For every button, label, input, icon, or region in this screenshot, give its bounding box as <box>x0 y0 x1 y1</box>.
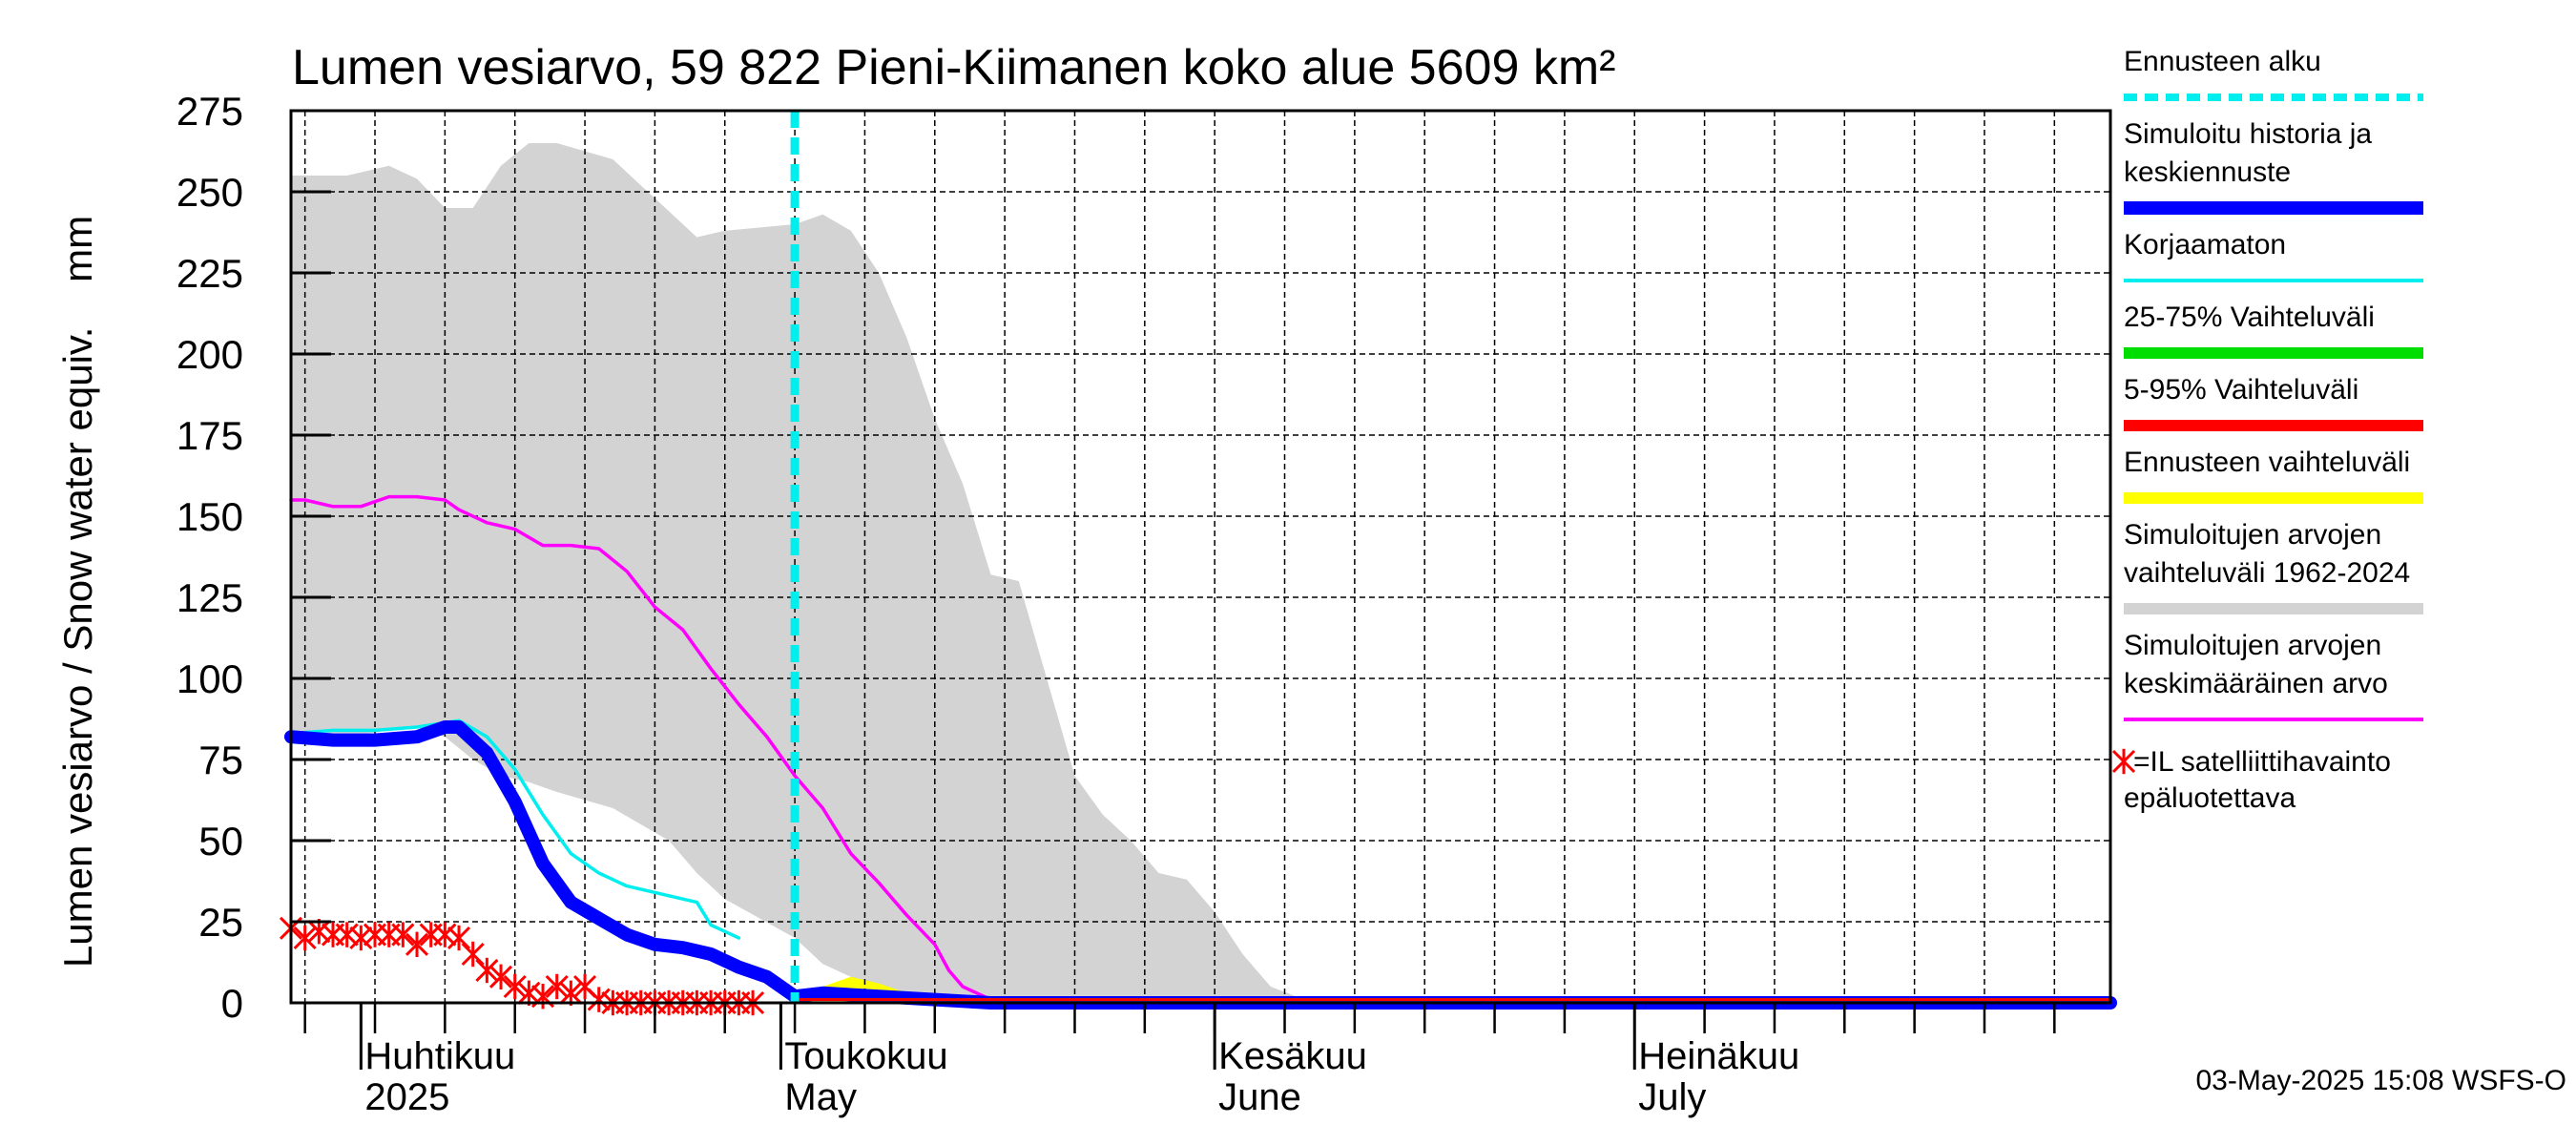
y-tick-label: 100 <box>177 656 243 701</box>
marker-point <box>321 922 345 947</box>
y-tick-label: 250 <box>177 170 243 215</box>
y-tick-label: 50 <box>198 819 243 864</box>
chart-title: Lumen vesiarvo, 59 822 Pieni-Kiimanen ko… <box>292 40 1615 95</box>
legend-item-4: 5-95% Vaihteluväli <box>2124 374 2423 431</box>
legend-label: 25-75% Vaihteluväli <box>2124 302 2375 333</box>
marker-point <box>461 941 485 968</box>
marker-point <box>447 925 471 951</box>
band-0 <box>291 143 2110 1003</box>
legend-item-8: =IL satelliittihavainto epäluotettava <box>2111 746 2391 814</box>
legend-item-7: Simuloitujen arvojen keskimääräinen arvo <box>2124 630 2423 721</box>
marker-point <box>488 964 513 989</box>
legend-item-6: Simuloitujen arvojen vaihteluväli 1962-20… <box>2124 519 2423 614</box>
y-tick-label: 25 <box>198 900 243 945</box>
legend-label: keskiennuste <box>2124 156 2291 188</box>
y-tick-label: 175 <box>177 413 243 458</box>
band-layer <box>291 143 2110 1003</box>
legend-layer: Ennusteen alku Simuloitu historia ja keski… <box>2111 46 2423 814</box>
legend-label: =IL satelliittihavainto <box>2133 746 2391 778</box>
legend-label: Simuloitujen arvojen <box>2124 630 2381 661</box>
legend-label: Simuloitujen arvojen <box>2124 519 2381 551</box>
footer-timestamp: 03-May-2025 15:08 WSFS-O <box>2196 1065 2567 1096</box>
marker-point <box>349 925 373 951</box>
marker-point <box>503 973 527 1000</box>
y-tick-label: 225 <box>177 251 243 296</box>
marker-point <box>530 984 555 1010</box>
axes-layer: 0 25 50 75 100 125 150 175 200 225 250 275 Huhtikuu2… <box>177 89 2112 1118</box>
legend-label: Simuloitu historia ja <box>2124 118 2372 150</box>
month-label-fi: Toukokuu <box>784 1035 947 1077</box>
y-tick-label: 75 <box>198 738 243 782</box>
legend-item-3: 25-75% Vaihteluväli <box>2124 302 2423 359</box>
legend-item-5: Ennusteen vaihteluväli <box>2124 447 2423 504</box>
marker-point <box>545 973 569 1000</box>
month-label-en: June <box>1218 1076 1301 1118</box>
legend-item-0: Ennusteen alku <box>2124 46 2423 101</box>
marker-point <box>419 922 443 947</box>
marker-point <box>391 922 415 947</box>
series-line-1 <box>289 494 2112 1005</box>
month-label-en: 2025 <box>364 1076 449 1118</box>
plot-frame <box>289 109 2112 1005</box>
legend-label: vaihteluväli 1962-2024 <box>2124 557 2410 589</box>
marker-point <box>405 931 429 957</box>
legend-label: Korjaamaton <box>2124 229 2286 260</box>
marker-point <box>475 957 499 984</box>
y-tick-label: 275 <box>177 89 243 134</box>
marker-point <box>335 922 359 947</box>
legend-label: keskimääräinen arvo <box>2124 668 2388 699</box>
month-label-fi: Heinäkuu <box>1638 1035 1799 1077</box>
y-tick-label: 200 <box>177 332 243 377</box>
month-label-en: May <box>784 1076 857 1118</box>
legend-item-1: Simuloitu historia ja keskiennuste <box>2124 118 2423 215</box>
month-label-fi: Huhtikuu <box>364 1035 515 1077</box>
y-tick-label: 125 <box>177 575 243 620</box>
y-axis-label: Lumen vesiarvo / Snow water equiv. mm <box>55 216 100 968</box>
series-line-4 <box>284 720 2117 1010</box>
marker-point <box>293 925 317 951</box>
y-tick-label: 150 <box>177 494 243 539</box>
y-tick-label: 0 <box>221 981 243 1026</box>
legend-label: Ennusteen vaihteluväli <box>2124 447 2410 478</box>
series-layer <box>279 111 2117 1016</box>
legend-label: epäluotettava <box>2124 782 2296 814</box>
marker-point <box>377 922 401 947</box>
series-line-2 <box>289 718 741 940</box>
marker-point <box>363 922 387 947</box>
month-label-fi: Kesäkuu <box>1218 1035 1367 1077</box>
legend-label: Ennusteen alku <box>2124 46 2321 77</box>
month-label-en: July <box>1638 1076 1706 1118</box>
legend-label: 5-95% Vaihteluväli <box>2124 374 2358 406</box>
marker-point <box>587 987 611 1012</box>
legend-item-2: Korjaamaton <box>2124 229 2423 282</box>
marker-point <box>433 922 457 947</box>
